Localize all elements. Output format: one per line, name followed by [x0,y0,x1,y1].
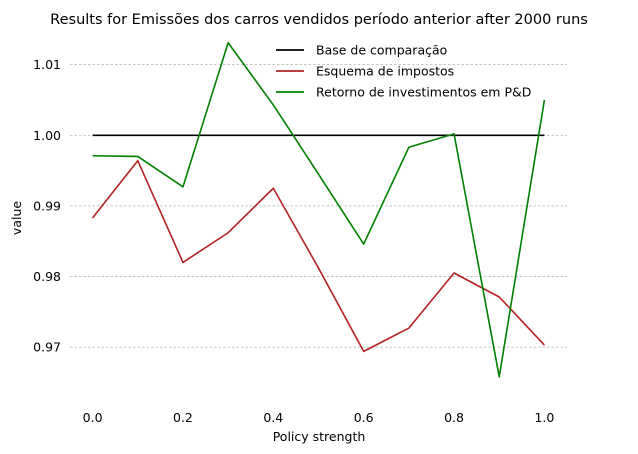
legend: Base de comparação Esquema de impostos Ret… [276,43,531,100]
plot-series [91,41,546,378]
y-axis-label: value [9,201,24,235]
legend-label: Base de comparação [316,43,447,58]
legend-label: Esquema de impostos [316,64,454,79]
x-axis-label: Policy strength [273,429,366,444]
series-line-1 [91,159,545,353]
x-tick-label: 0.4 [263,410,283,425]
x-tick-label: 0.6 [354,410,374,425]
x-tick-label: 1.0 [534,410,554,425]
x-tick-label: 0.0 [83,410,103,425]
chart-title: Results for Emissões dos carros vendidos… [50,12,588,28]
legend-label: Retorno de investimentos em P&D [316,85,531,100]
y-axis-ticks: 0.97 0.98 0.99 1.00 1.01 [33,57,61,354]
grid-lines [70,64,567,348]
series-line-2 [92,41,546,378]
y-tick-label: 0.99 [33,198,61,213]
x-tick-label: 0.8 [444,410,464,425]
y-tick-label: 0.98 [33,269,61,284]
x-axis-ticks: 0.0 0.2 0.4 0.6 0.8 1.0 [83,410,555,425]
y-tick-label: 1.00 [33,128,61,143]
y-tick-label: 1.01 [33,57,61,72]
y-tick-label: 0.97 [33,340,61,355]
x-tick-label: 0.2 [173,410,193,425]
